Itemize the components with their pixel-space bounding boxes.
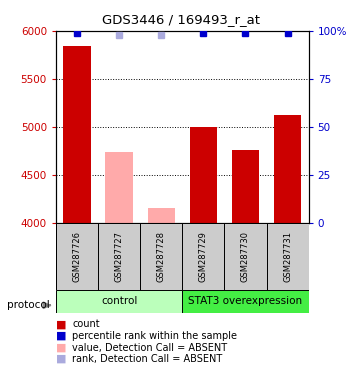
Text: control: control [101, 296, 137, 306]
Bar [232, 150, 259, 223]
Bar [190, 127, 217, 223]
Bar [105, 152, 133, 223]
Bar [140, 223, 182, 290]
Text: ■: ■ [56, 343, 66, 353]
Text: ■: ■ [56, 354, 66, 364]
Bar [56, 290, 182, 313]
Bar [63, 46, 91, 223]
Text: percentile rank within the sample: percentile rank within the sample [72, 331, 237, 341]
Text: GSM287727: GSM287727 [115, 231, 123, 282]
Text: ■: ■ [56, 331, 66, 341]
Text: GSM287730: GSM287730 [241, 231, 250, 282]
Bar [98, 223, 140, 290]
Text: GSM287729: GSM287729 [199, 231, 208, 282]
Text: rank, Detection Call = ABSENT: rank, Detection Call = ABSENT [72, 354, 222, 364]
Bar [225, 223, 266, 290]
Text: GSM287726: GSM287726 [73, 231, 82, 282]
Text: ■: ■ [56, 319, 66, 329]
Bar [182, 290, 309, 313]
Text: count: count [72, 319, 100, 329]
Bar [56, 223, 98, 290]
Bar [148, 208, 175, 223]
Bar [182, 223, 225, 290]
Bar [274, 115, 301, 223]
Text: GDS3446 / 169493_r_at: GDS3446 / 169493_r_at [101, 13, 260, 26]
Bar [266, 223, 309, 290]
Text: protocol: protocol [7, 300, 50, 310]
Text: GSM287731: GSM287731 [283, 231, 292, 282]
Text: STAT3 overexpression: STAT3 overexpression [188, 296, 303, 306]
Text: GSM287728: GSM287728 [157, 231, 166, 282]
Text: value, Detection Call = ABSENT: value, Detection Call = ABSENT [72, 343, 227, 353]
